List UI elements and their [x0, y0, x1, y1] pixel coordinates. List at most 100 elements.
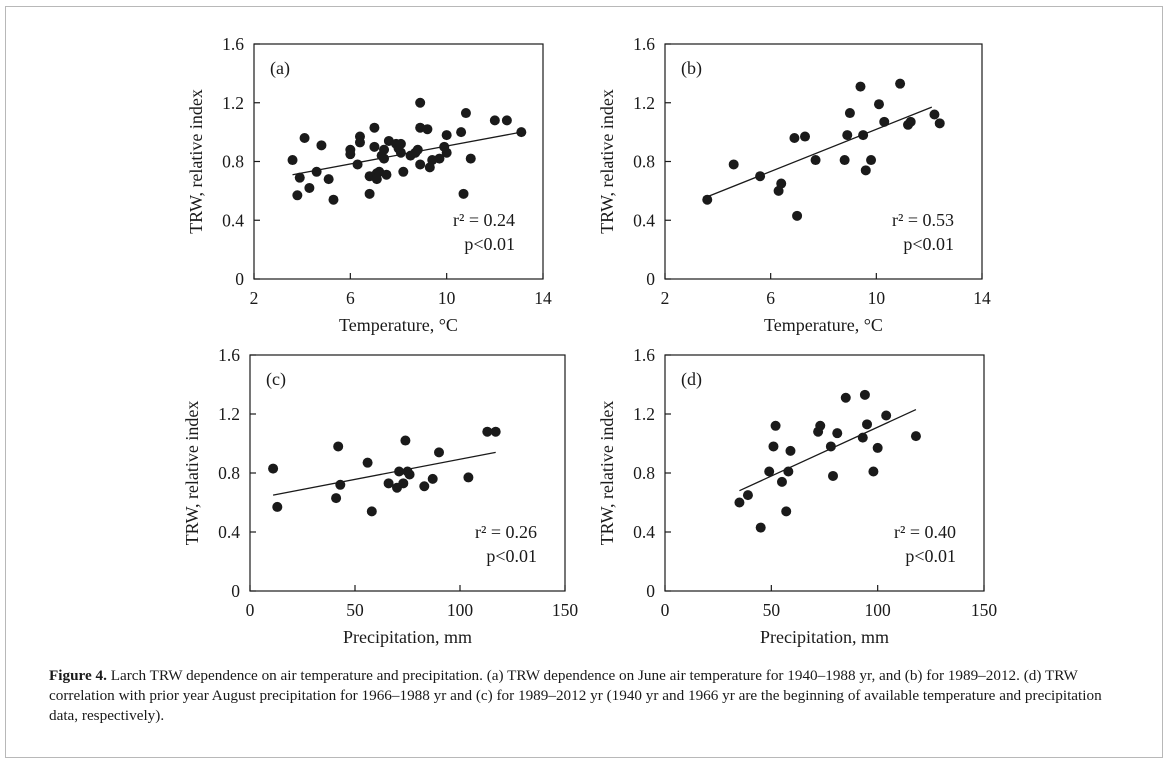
x-tick-label: 2 [661, 288, 670, 308]
data-point [415, 159, 426, 170]
data-point [734, 497, 745, 508]
data-point [398, 478, 409, 489]
data-point [335, 479, 346, 490]
data-point [331, 493, 342, 504]
data-point [895, 78, 906, 89]
data-point [825, 441, 836, 452]
y-axis-label: TRW, relative index [597, 89, 617, 234]
data-point [463, 472, 474, 483]
data-point [287, 155, 298, 166]
caption-label: Figure 4. [49, 667, 107, 684]
y-tick-label: 1.2 [633, 404, 655, 424]
data-point [489, 115, 500, 126]
p-value-label: p<0.01 [905, 546, 956, 566]
panel-label: (a) [270, 58, 290, 79]
data-point [427, 473, 438, 484]
x-tick-label: 50 [346, 600, 364, 620]
y-tick-label: 1.6 [222, 34, 244, 54]
data-point [859, 389, 870, 400]
chart-panel-3: 0 0.4 0.8 1.2 1.6 0 50 100 150 Precipitation, mm T… [182, 345, 578, 647]
data-point [369, 141, 380, 152]
y-axis-label: TRW, relative index [186, 89, 206, 234]
data-point [860, 165, 871, 176]
data-point [404, 469, 415, 480]
y-tick-label: 1.6 [633, 345, 655, 365]
data-point [395, 147, 406, 158]
y-tick-label: 0.8 [633, 152, 655, 172]
data-point [379, 153, 390, 164]
data-point [419, 481, 430, 492]
data-point [362, 457, 373, 468]
data-point [381, 169, 392, 180]
data-point [364, 188, 375, 199]
data-point [789, 133, 800, 143]
data-point [412, 144, 423, 155]
x-tick-label: 10 [438, 288, 456, 308]
y-tick-label: 0.8 [633, 463, 655, 483]
y-tick-label: 1.6 [633, 34, 655, 54]
y-tick-label: 0.4 [218, 522, 240, 542]
data-point [755, 522, 766, 533]
y-tick-label: 0.4 [633, 210, 655, 230]
trend-line [707, 106, 933, 198]
data-point [934, 118, 945, 129]
data-point [840, 392, 851, 403]
data-point [490, 426, 501, 437]
data-point [268, 463, 279, 474]
data-point [910, 431, 921, 442]
data-point [755, 171, 766, 182]
r-squared-label: r² = 0.40 [894, 522, 956, 542]
data-point [434, 153, 445, 164]
x-tick-label: 100 [865, 600, 892, 620]
data-point [311, 166, 322, 177]
panel-label: (c) [266, 369, 286, 390]
data-point [482, 426, 493, 437]
data-point [400, 435, 411, 446]
data-point [304, 182, 315, 193]
y-axis-label: TRW, relative index [182, 401, 202, 546]
data-point [881, 410, 892, 421]
data-point [395, 138, 406, 149]
data-point [383, 478, 394, 489]
data-point [456, 127, 467, 138]
data-point [294, 172, 305, 183]
data-point [832, 428, 843, 439]
x-tick-label: 0 [246, 600, 255, 620]
data-point [764, 466, 775, 477]
data-point [702, 194, 713, 205]
data-point [776, 178, 787, 189]
data-point [785, 445, 796, 456]
y-tick-label: 0 [235, 269, 244, 289]
y-tick-label: 0.8 [222, 152, 244, 172]
data-point [316, 140, 327, 151]
data-point [770, 420, 781, 431]
y-tick-label: 0 [646, 269, 655, 289]
data-point [783, 466, 794, 477]
data-point [857, 432, 868, 443]
data-point [728, 159, 739, 170]
data-point [879, 116, 890, 127]
y-tick-label: 0 [646, 581, 655, 601]
x-tick-label: 6 [346, 288, 355, 308]
data-point [810, 155, 821, 166]
data-point [272, 501, 283, 512]
chart-panel-2: 0 0.4 0.8 1.2 1.6 2 6 10 14 Temperature, °C TRW, r… [597, 34, 991, 335]
data-point [872, 442, 883, 453]
data-point [929, 109, 940, 120]
x-tick-label: 50 [763, 600, 781, 620]
data-point [776, 476, 787, 487]
data-point [465, 153, 476, 164]
data-point [398, 166, 409, 177]
chart-panel-4: 0 0.4 0.8 1.2 1.6 0 50 100 150 Precipitation, mm T… [597, 345, 997, 647]
data-point [354, 131, 365, 142]
data-point [844, 108, 855, 119]
data-point [352, 159, 363, 170]
data-point [842, 130, 853, 141]
data-point [441, 130, 452, 141]
data-point [905, 116, 916, 127]
chart-panel-1: 0 0.4 0.8 1.2 1.6 2 6 10 14 Temperature, °C TRW, r… [186, 34, 552, 335]
data-point [366, 506, 377, 517]
data-point [855, 81, 866, 92]
r-squared-label: r² = 0.24 [453, 210, 515, 230]
x-tick-label: 6 [766, 288, 775, 308]
